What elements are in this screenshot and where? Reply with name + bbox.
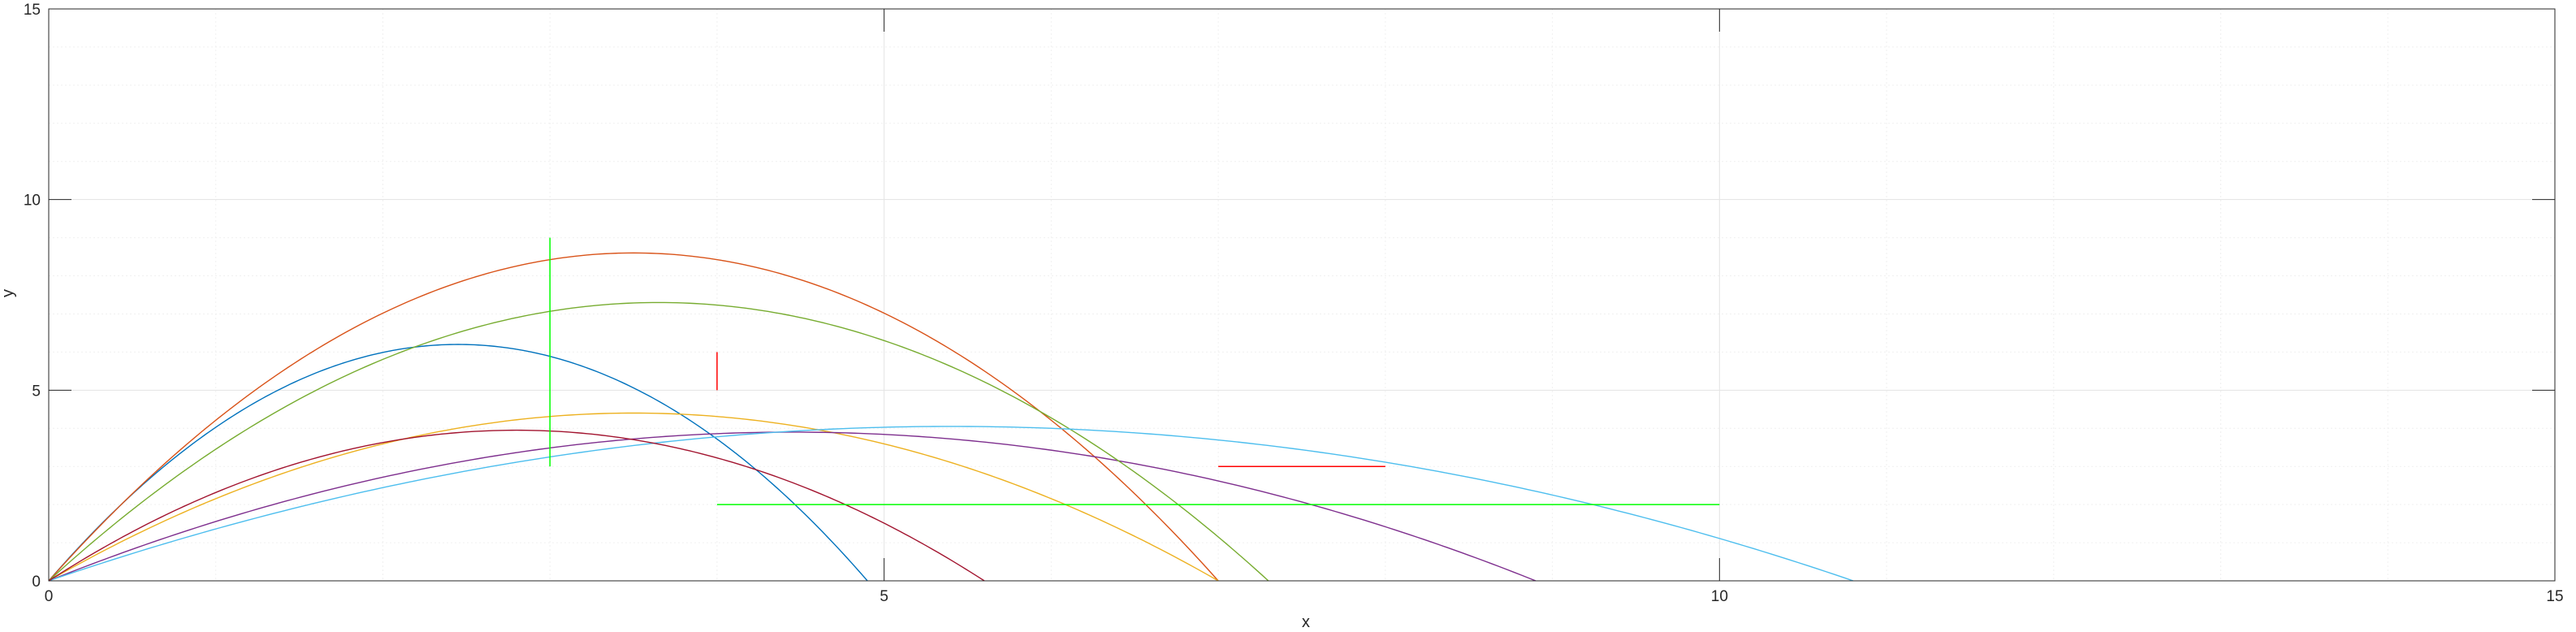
series-trajectory-5 [48, 301, 1269, 582]
y-tick-label: 5 [32, 383, 41, 400]
axes-box [48, 8, 2556, 582]
series-trajectory-3 [48, 412, 1219, 582]
series-trajectory-4 [48, 431, 1537, 582]
series-trajectory-2 [48, 252, 1219, 582]
y-tick-label: 10 [24, 193, 41, 210]
plot-area: 0 5 10 15 0 5 10 15 [24, 2, 2564, 605]
x-tick-label: 5 [880, 588, 888, 605]
x-tick-label: 15 [2546, 588, 2563, 605]
y-axis-label: y [0, 289, 17, 297]
x-axis-label: x [1302, 613, 1310, 631]
series-trajectory-7 [48, 429, 985, 582]
x-tick-label: 10 [1711, 588, 1728, 605]
x-tick-label: 0 [45, 588, 54, 605]
y-tick-label: 15 [24, 2, 41, 19]
y-tick-label: 0 [32, 574, 41, 591]
series-trajectory-1 [48, 344, 868, 582]
series-trajectory-6 [48, 426, 1854, 582]
